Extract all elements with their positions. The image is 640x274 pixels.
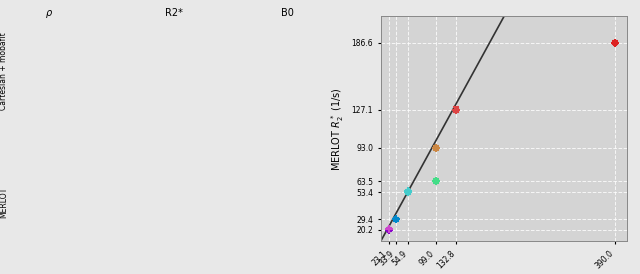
Y-axis label: MERLOT $R_2^*$ (1/s): MERLOT $R_2^*$ (1/s): [329, 87, 346, 171]
Text: Cartesian + mobafit: Cartesian + mobafit: [0, 32, 8, 110]
Text: B0: B0: [280, 8, 293, 18]
Text: R2*: R2*: [164, 8, 182, 18]
Text: MERLOT: MERLOT: [0, 187, 8, 218]
Text: $\rho$: $\rho$: [45, 8, 53, 20]
